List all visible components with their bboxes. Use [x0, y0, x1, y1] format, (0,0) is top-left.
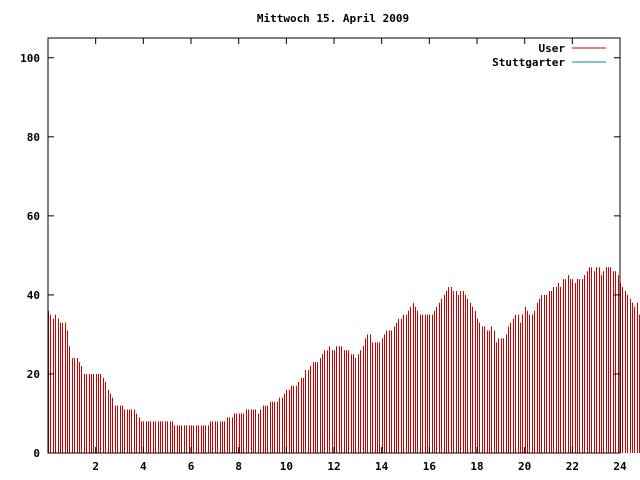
- x-tick-label: 24: [613, 460, 627, 473]
- y-tick-label: 60: [27, 210, 40, 223]
- legend-label-stuttgarter: Stuttgarter: [492, 56, 565, 69]
- x-tick-label: 18: [470, 460, 483, 473]
- y-tick-label: 0: [33, 447, 40, 460]
- legend: User Stuttgarter: [492, 42, 606, 69]
- x-tick-label: 20: [518, 460, 531, 473]
- legend-label-user: User: [539, 42, 566, 55]
- x-tick-label: 10: [280, 460, 293, 473]
- bars-layer: [48, 267, 640, 453]
- chart-title: Mittwoch 15. April 2009: [257, 12, 409, 25]
- x-tick-label: 6: [188, 460, 195, 473]
- x-tick-label: 22: [566, 460, 579, 473]
- x-tick-label: 16: [423, 460, 437, 473]
- x-tick-label: 14: [375, 460, 389, 473]
- y-tick-label: 40: [27, 289, 40, 302]
- x-tick-label: 4: [140, 460, 147, 473]
- y-tick-label: 20: [27, 368, 40, 381]
- x-tick-label: 8: [235, 460, 242, 473]
- x-axis: 2 4 6 8 10 12 14 16 18 20 22 24: [92, 38, 627, 473]
- y-tick-label: 80: [27, 131, 40, 144]
- x-tick-label: 2: [92, 460, 99, 473]
- y-axis: 0 20 40 60 80 100: [20, 52, 620, 460]
- x-tick-label: 12: [327, 460, 340, 473]
- y-tick-label: 100: [20, 52, 40, 65]
